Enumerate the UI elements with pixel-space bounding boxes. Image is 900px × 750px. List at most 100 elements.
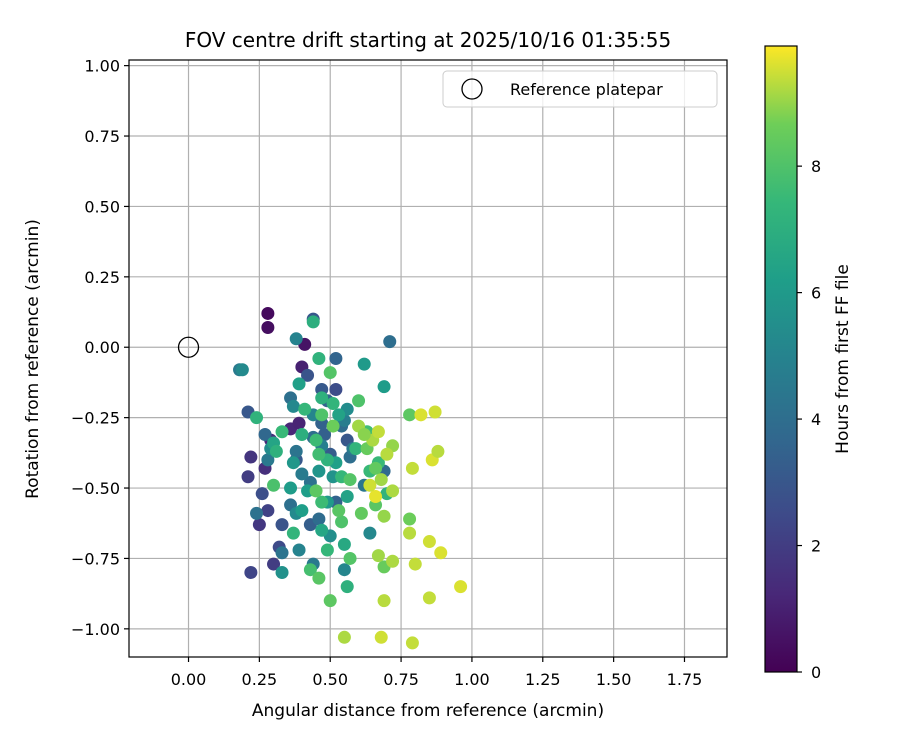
colorbar-tick-label: 8: [811, 157, 821, 176]
x-axis-label: Angular distance from reference (arcmin): [252, 701, 604, 721]
data-point: [414, 408, 428, 422]
data-point: [312, 464, 326, 478]
data-point: [309, 433, 323, 447]
legend-open-circle-marker: [461, 78, 483, 100]
data-point: [357, 357, 371, 371]
data-point: [323, 366, 337, 380]
data-point: [326, 419, 340, 433]
legend-label: Reference platepar: [510, 80, 663, 99]
data-point: [371, 549, 385, 563]
colorbar-label: Hours from first FF file: [833, 264, 853, 454]
data-point: [403, 526, 417, 540]
grid: [129, 60, 727, 657]
data-point: [315, 495, 329, 509]
colorbar-tick-label: 4: [811, 410, 821, 429]
data-point: [383, 335, 397, 349]
data-point: [371, 425, 385, 439]
x-tick-label: 0.75: [383, 670, 419, 689]
data-point: [295, 467, 309, 481]
data-point: [295, 428, 309, 442]
data-point: [428, 405, 442, 419]
legend: Reference platepar: [442, 70, 718, 108]
data-point: [326, 397, 340, 411]
data-point: [275, 518, 289, 532]
data-point: [315, 391, 329, 405]
data-point: [363, 478, 377, 492]
data-point: [377, 594, 391, 608]
data-point: [250, 411, 264, 425]
data-point: [261, 306, 275, 320]
data-point: [261, 321, 275, 335]
x-tick-label: 1.50: [596, 670, 632, 689]
data-point: [332, 504, 346, 518]
data-point: [349, 442, 363, 456]
data-point: [298, 402, 312, 416]
y-axis-ticks: 1.00 0.75 0.50 0.25 0.00 −0.25 −0.50 −0.75 −1.00: [71, 57, 129, 639]
data-point: [386, 484, 400, 498]
data-point: [431, 444, 445, 458]
data-point: [377, 380, 391, 394]
data-point: [261, 453, 275, 467]
legend-box: [442, 70, 718, 108]
y-tick-label: 0.75: [84, 127, 120, 146]
x-tick-label: 1.75: [667, 670, 703, 689]
data-point: [403, 408, 417, 422]
data-point: [369, 489, 383, 503]
data-point: [312, 447, 326, 461]
data-point: [275, 425, 289, 439]
data-point: [329, 352, 343, 365]
y-tick-label: −1.00: [71, 620, 120, 639]
data-point: [405, 636, 419, 650]
data-point: [343, 473, 357, 487]
data-point: [250, 506, 264, 520]
data-point: [340, 580, 354, 594]
data-point: [244, 566, 258, 580]
data-point: [340, 489, 354, 503]
data-point: [235, 363, 249, 377]
x-tick-label: 0.25: [242, 670, 278, 689]
y-tick-label: −0.75: [71, 549, 120, 568]
data-point: [255, 487, 269, 501]
data-point: [377, 509, 391, 523]
data-point: [337, 537, 351, 551]
data-point: [422, 535, 436, 549]
data-point: [312, 571, 326, 585]
data-point: [363, 526, 377, 540]
data-point: [252, 518, 266, 532]
data-point: [343, 551, 357, 565]
data-point: [352, 394, 366, 408]
data-point: [369, 461, 383, 475]
y-tick-label: −0.50: [71, 479, 120, 498]
colorbar-ticks: 0 2 4 6 8: [797, 157, 821, 682]
data-point: [335, 515, 349, 529]
data-point: [261, 504, 275, 518]
data-point: [303, 563, 317, 577]
data-point: [337, 563, 351, 577]
data-point: [286, 456, 300, 470]
data-point: [241, 470, 255, 484]
data-point: [286, 526, 300, 540]
reference-platepar-marker: [177, 336, 200, 358]
data-point: [329, 382, 343, 396]
chart-title: FOV centre drift starting at 2025/10/16 …: [185, 28, 671, 52]
data-point: [309, 484, 323, 498]
data-point: [306, 315, 320, 329]
data-point: [380, 447, 394, 461]
data-point: [275, 546, 289, 560]
data-point: [374, 630, 388, 644]
x-axis-ticks: 0.00 0.25 0.50 0.75 1.00 1.25 1.50 1.75: [171, 657, 703, 689]
data-point: [405, 461, 419, 475]
x-tick-label: 0.00: [171, 670, 207, 689]
data-point: [357, 428, 371, 442]
x-tick-label: 1.00: [454, 670, 490, 689]
plot-area-frame: [128, 59, 728, 658]
y-tick-label: −0.25: [71, 409, 120, 428]
data-point: [320, 543, 334, 557]
data-point: [408, 557, 422, 571]
data-point: [267, 478, 281, 492]
colorbar: 0 2 4 6 8 Hours from first FF file: [764, 45, 853, 682]
data-point: [292, 543, 306, 557]
data-point: [454, 580, 468, 594]
data-point: [422, 591, 436, 605]
